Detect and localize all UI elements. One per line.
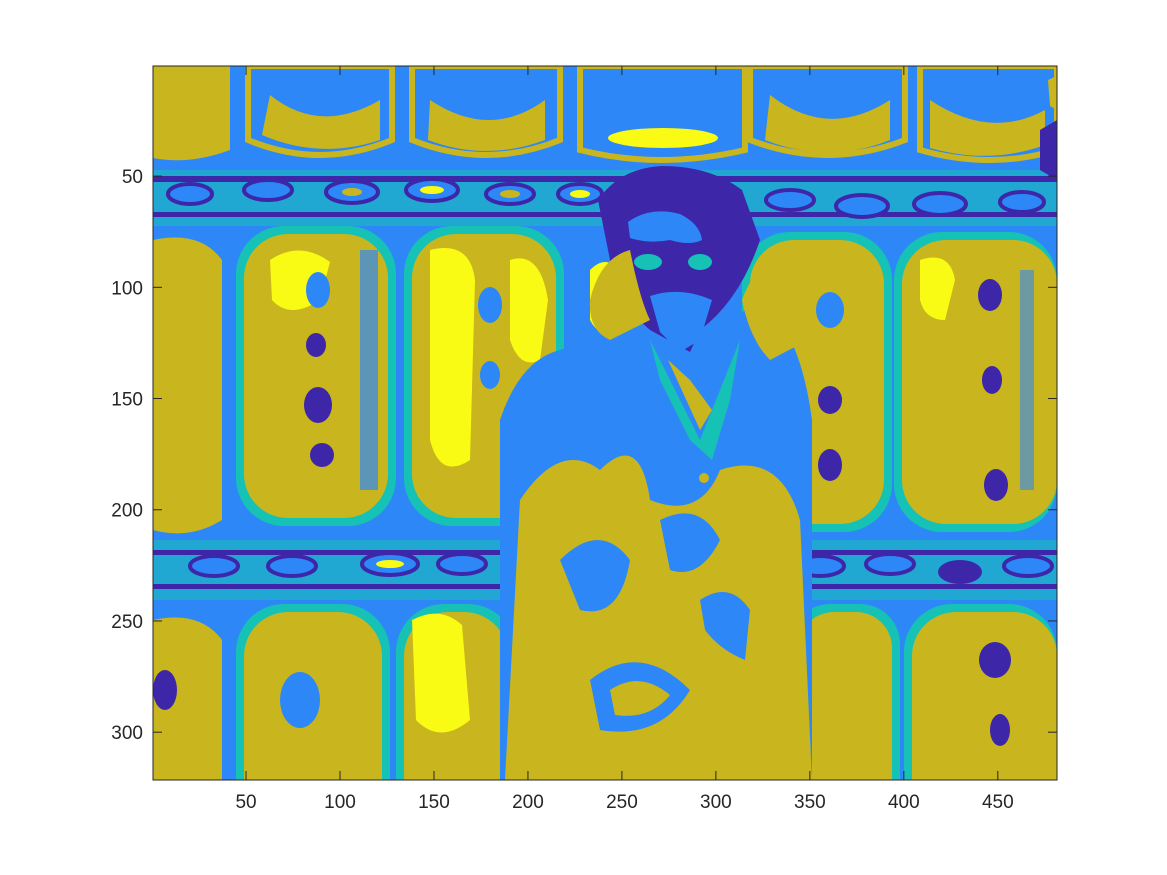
y-tick-label: 150 [111,390,143,411]
x-tick-label: 400 [888,792,920,813]
edge-region [1040,120,1057,180]
band-oval [764,188,816,212]
tile-region [153,617,222,780]
band-oval [188,554,240,578]
tile-region [262,95,380,149]
head-region [628,211,702,243]
band-oval [912,191,968,217]
band-region [153,176,1057,182]
tile-region [818,449,842,481]
edge-region [1048,76,1057,110]
band-oval [420,186,444,194]
tile-region [978,279,1002,311]
x-tick-label: 450 [982,792,1014,813]
head-region [650,291,712,352]
x-tick-label: 250 [606,792,638,813]
band-oval [834,193,890,219]
tile-region [428,100,545,151]
body-region [505,455,812,780]
body-region [700,592,750,660]
tile-row-top [153,66,1057,163]
tile-region [153,66,230,161]
y-tick-label: 50 [122,167,143,188]
band-oval [938,560,982,584]
band-oval [864,552,916,576]
x-tick-label: 350 [794,792,826,813]
band-oval [998,190,1046,214]
tile-region [480,361,500,389]
y-tick-label: 250 [111,612,143,633]
axes-box [152,65,1058,781]
band-oval [500,190,520,198]
y-tick-label: 300 [111,723,143,744]
x-tick-label: 50 [235,792,256,813]
x-tick-label: 100 [324,792,356,813]
head-region [688,254,712,270]
tile-region [984,469,1008,501]
tile-region [818,386,842,414]
body-region [610,681,670,716]
collar-region [699,473,709,483]
x-tick-label: 200 [512,792,544,813]
tile-row-bottom [153,604,1057,780]
tile-region [510,258,548,363]
band-oval [376,560,404,568]
tile-region [360,250,378,490]
y-tick-label: 100 [111,278,143,299]
figure-region [500,166,813,780]
tile-region [920,257,955,320]
heatmap-image [153,66,1057,780]
tile-region [982,366,1002,394]
band-oval [1002,554,1054,578]
x-tick-label: 300 [700,792,732,813]
x-tick-label: 150 [418,792,450,813]
tile-region [765,95,890,153]
tile-region [990,714,1010,746]
head-region [634,254,662,270]
tile-region [244,612,382,780]
tile-region [478,287,502,323]
shoulder-region [742,256,813,360]
tile-region [930,100,1045,156]
tile-region [816,292,844,328]
tile-region [798,612,892,780]
tile-region [153,670,177,710]
tile-region [306,272,330,308]
tile-region [979,642,1011,678]
x-axis: 50 100 150 200 250 300 350 400 450 [235,66,1014,813]
tile-region [153,237,222,534]
band-oval-highlights [342,186,590,198]
tile-region [280,672,320,728]
band-oval [266,554,318,578]
band-oval [570,190,590,198]
band-oval [242,178,294,202]
tile-region [304,387,332,423]
collar-region [650,340,740,460]
tile-region [1020,270,1034,490]
band-oval [166,182,214,206]
tile-region [430,248,475,467]
band-oval [342,188,362,196]
collar-region [668,360,712,430]
shoulder-region [589,250,650,340]
tile-region [608,128,718,148]
body-region [560,540,630,612]
y-tick-label: 200 [111,501,143,522]
tile-region [412,613,470,733]
tile-region [310,443,334,467]
body-region [660,513,720,572]
tile-region [306,333,326,357]
band-oval [436,552,488,576]
tile-region [912,612,1057,780]
y-axis: 50 100 150 200 250 300 [111,167,1057,744]
